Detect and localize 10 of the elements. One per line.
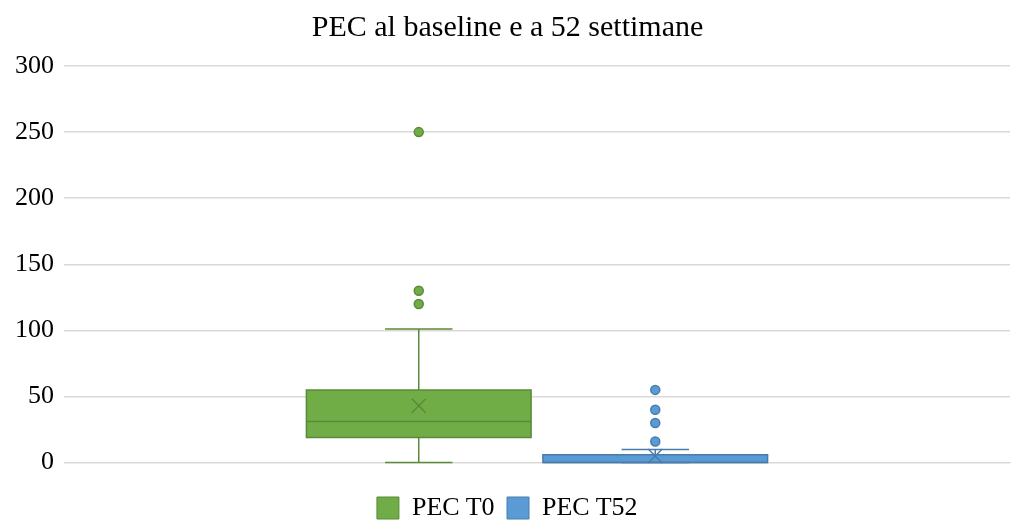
legend-label: PEC T0 — [411, 491, 495, 521]
y-tick-label: 150 — [15, 248, 54, 278]
y-tick-label: 100 — [15, 314, 54, 344]
y-tick-label: 50 — [28, 380, 54, 410]
y-tick-label: 200 — [15, 182, 54, 212]
y-tick-label: 250 — [15, 115, 54, 145]
chart-title: PEC al baseline e a 52 settimane — [311, 8, 704, 42]
legend-label: PEC T52 — [542, 491, 638, 521]
y-tick-label: 0 — [41, 446, 54, 476]
y-tick-label: 300 — [15, 49, 54, 79]
